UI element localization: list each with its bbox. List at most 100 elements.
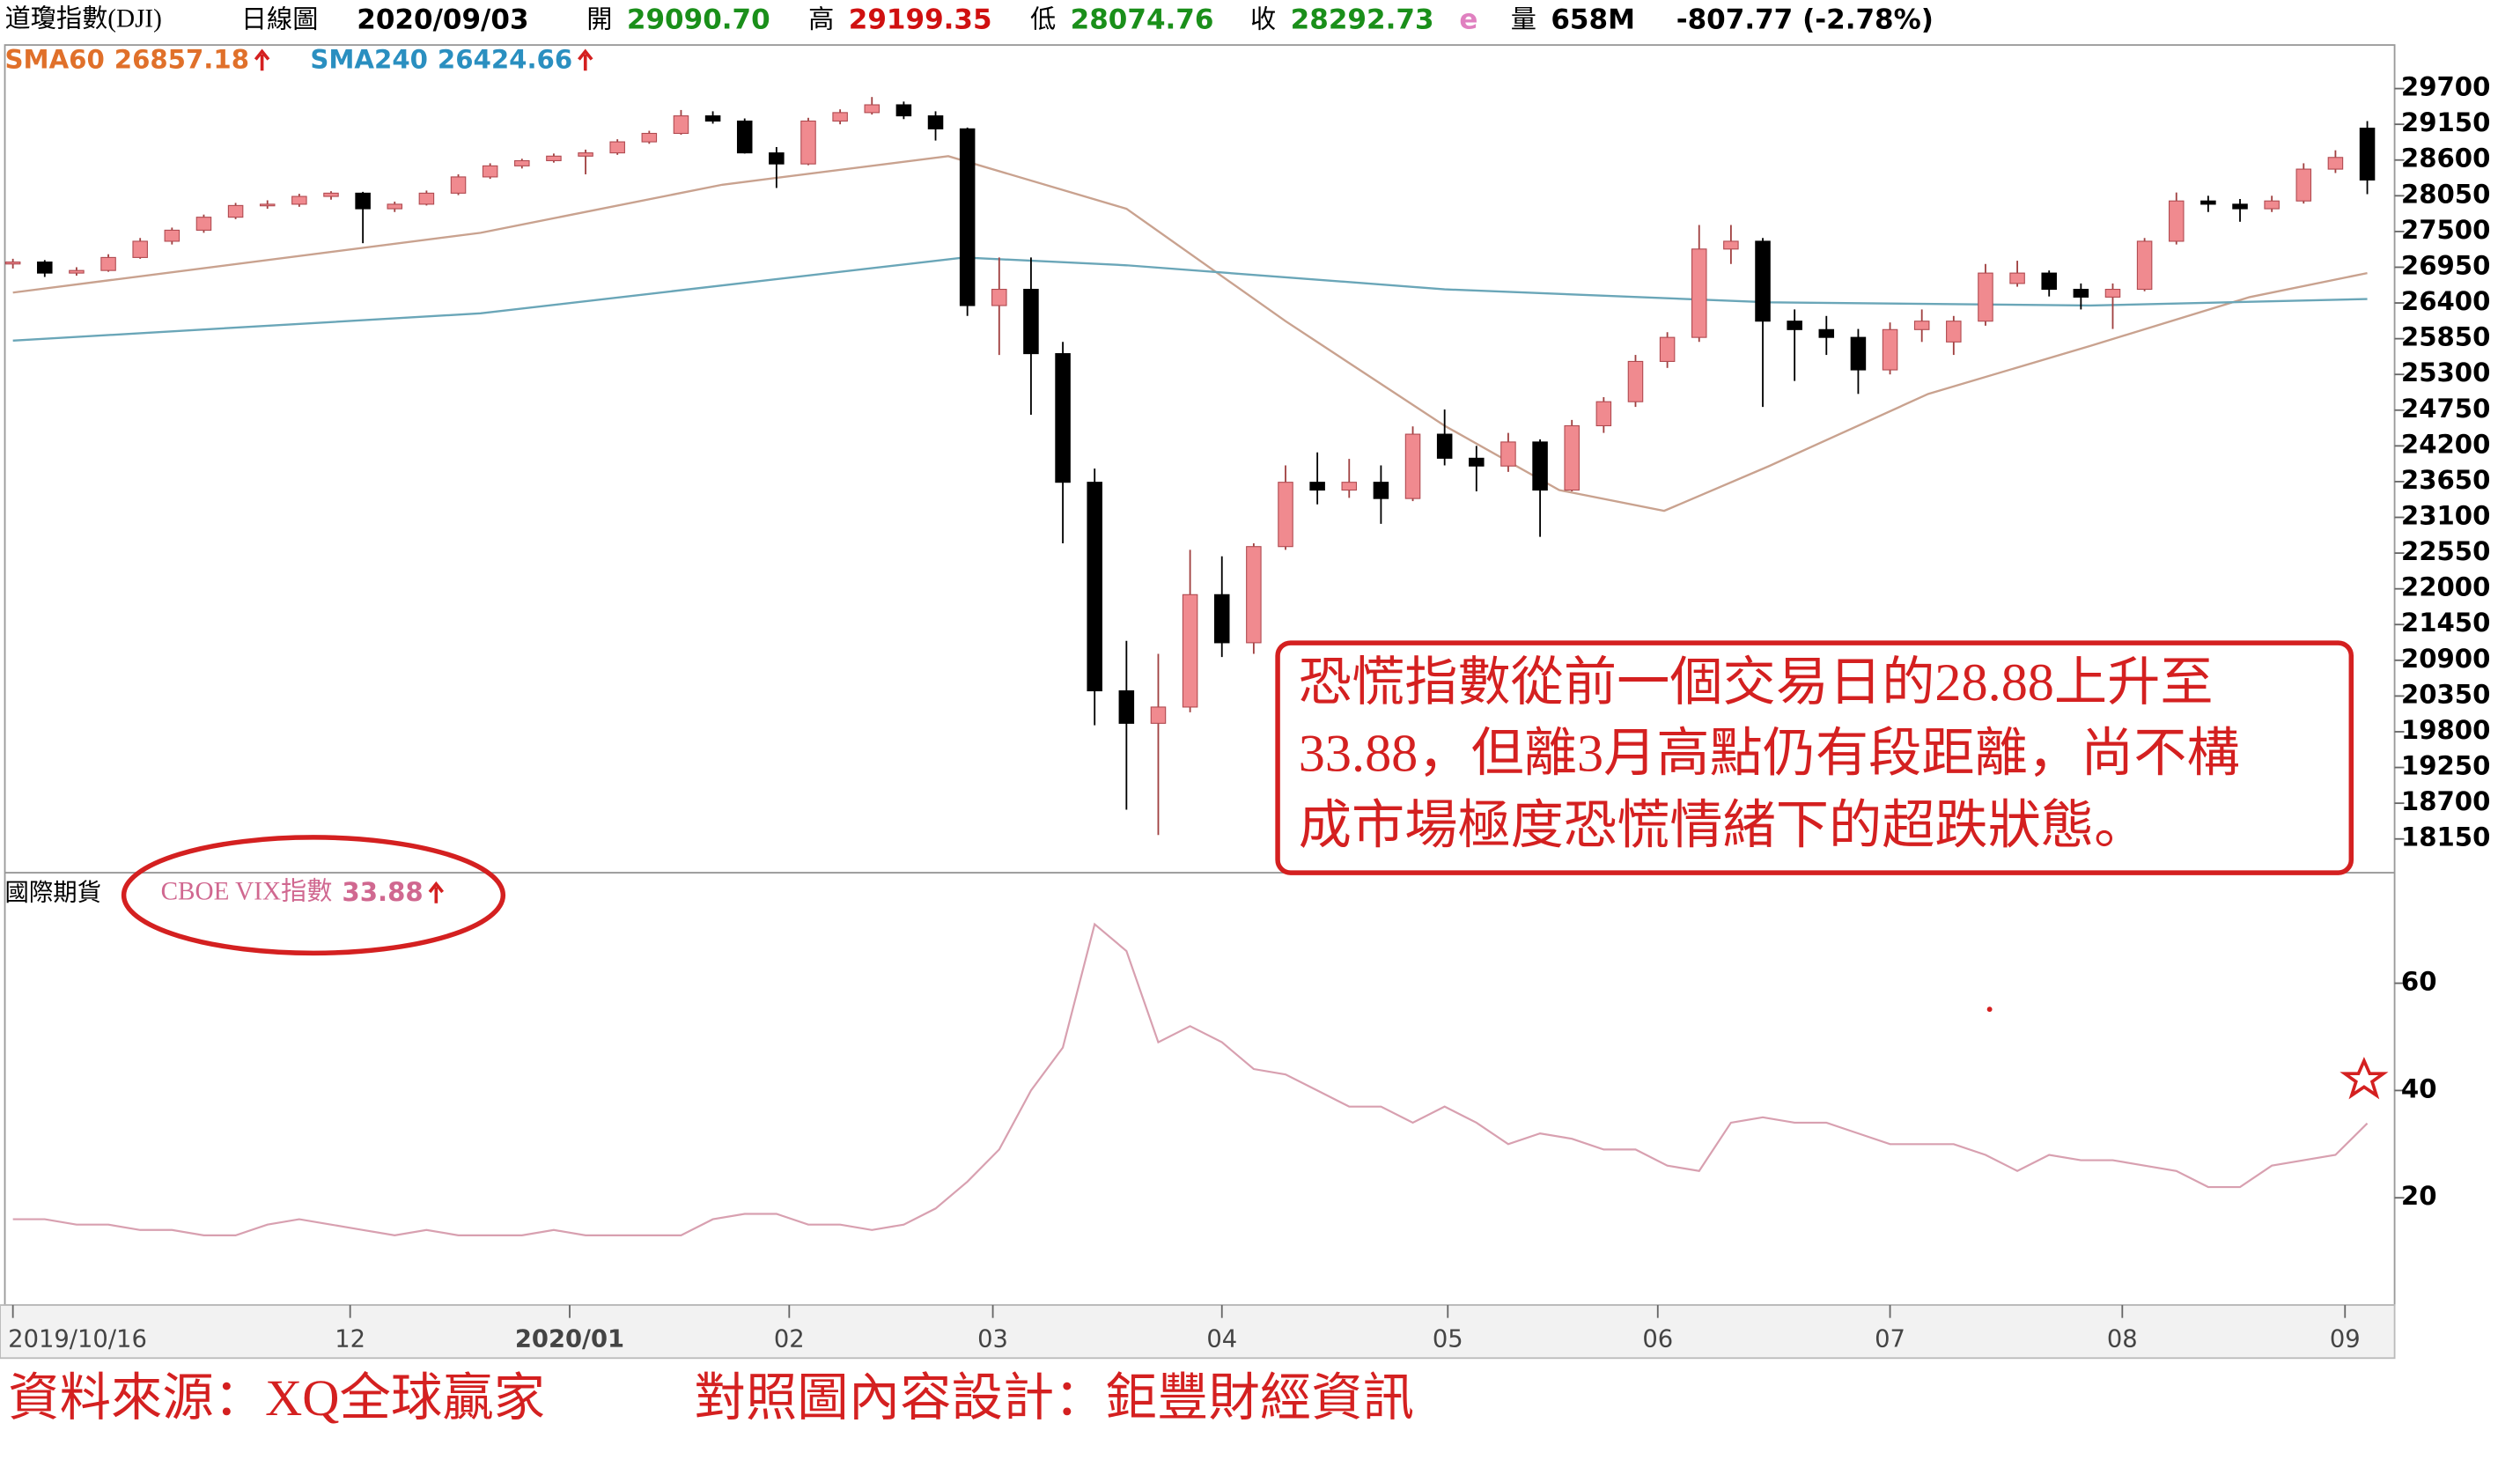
highlight-ellipse — [121, 835, 506, 956]
y-tick-label: 24200 — [2401, 429, 2491, 459]
y-tick-label: 22000 — [2401, 572, 2491, 602]
candle-body — [641, 132, 658, 143]
candle-body — [355, 192, 371, 210]
y-tick-label: 23650 — [2401, 465, 2491, 495]
legend-name: SMA60 — [5, 44, 105, 74]
candle-body — [4, 262, 21, 265]
estimate: e — [1459, 4, 1477, 36]
candle-body — [2009, 272, 2025, 284]
candle-body — [1755, 240, 1771, 322]
candle-body — [800, 120, 816, 165]
y-tick-label: 20900 — [2401, 644, 2491, 674]
header: 道瓊指數(DJI) 日線圖 2020/09/03 開 29090.70 高 29… — [5, 4, 1934, 35]
candle-body — [1341, 482, 1358, 491]
candle-body — [1023, 289, 1039, 355]
symbol: 道瓊指數(DJI) — [5, 4, 162, 33]
date: 2020/09/03 — [357, 4, 528, 36]
candle-body — [673, 115, 689, 135]
candle-body — [959, 128, 976, 306]
candle-body — [864, 104, 881, 114]
candle-body — [259, 203, 276, 207]
footer-design: 對照圖內容設計：鉅豐財經資訊 — [695, 1369, 1414, 1427]
y-tick-label: 21450 — [2401, 608, 2491, 638]
candle-body — [1723, 240, 1739, 250]
candle-body — [482, 165, 498, 178]
low: 28074.76 — [1071, 4, 1214, 36]
candle-body — [1150, 706, 1167, 724]
candle-body — [2136, 240, 2153, 291]
open: 29090.70 — [627, 4, 770, 36]
y-tick-label: 26400 — [2401, 286, 2491, 316]
y-tick-label: 25300 — [2401, 358, 2491, 387]
y-tick-label: 25850 — [2401, 322, 2491, 352]
candle-body — [1213, 594, 1230, 644]
change: -807.77 (-2.78%) — [1676, 4, 1934, 36]
candle-body — [132, 240, 148, 258]
candle-body — [1595, 401, 1612, 427]
candle-body — [450, 176, 467, 194]
y-tick-label: 26950 — [2401, 250, 2491, 280]
candle-body — [927, 115, 944, 129]
x-tick-label: 03 — [977, 1326, 1008, 1353]
candle-body — [1309, 482, 1325, 491]
annotation-box — [1275, 640, 2354, 875]
candle-body — [1659, 336, 1676, 362]
candle-body — [387, 203, 403, 210]
candle-body — [1787, 321, 1802, 330]
x-tick-label: 05 — [1433, 1326, 1463, 1353]
y-tick-label: 20 — [2401, 1181, 2437, 1211]
y-tick-label: 28050 — [2401, 179, 2491, 209]
period: 日線圖 — [241, 4, 319, 34]
candle-body — [2073, 289, 2089, 298]
candle-body — [291, 195, 307, 205]
candle-body — [2232, 203, 2248, 210]
label: 量 — [1511, 4, 1536, 34]
y-tick-label: 24750 — [2401, 394, 2491, 424]
y-tick-label: 60 — [2401, 967, 2437, 997]
candle-body — [2295, 168, 2312, 202]
candle-body — [1087, 482, 1102, 692]
candle-body — [1278, 482, 1293, 548]
y-tick-label: 19250 — [2401, 751, 2491, 781]
y-tick-label: 29150 — [2401, 107, 2491, 137]
vix-line — [12, 922, 2369, 1236]
candle-body — [2104, 289, 2121, 298]
candle-body — [2041, 272, 2057, 291]
sma-line — [12, 256, 2368, 343]
candle-body — [1946, 321, 1962, 343]
x-axis-band — [0, 1304, 2396, 1360]
candle-body — [2200, 200, 2216, 205]
x-tick-label: 02 — [774, 1326, 805, 1353]
candle-body — [1882, 328, 1898, 371]
candle-body — [895, 104, 912, 117]
up-arrow-icon — [254, 48, 270, 71]
y-tick-label: 23100 — [2401, 501, 2491, 531]
candle-body — [1564, 424, 1580, 491]
high: 29199.35 — [849, 4, 992, 36]
dot — [1986, 1007, 1993, 1013]
y-tick-label: 18150 — [2401, 822, 2491, 852]
candle-body — [736, 120, 753, 154]
candle-body — [1436, 433, 1453, 459]
y-tick-label: 20350 — [2401, 679, 2491, 709]
candle-body — [1913, 321, 1930, 330]
volume: 658M — [1551, 4, 1635, 36]
candle-body — [1818, 328, 1835, 338]
candle-body — [1691, 248, 1707, 338]
candle-body — [1055, 353, 1071, 483]
candle-body — [1500, 441, 1516, 467]
x-tick-label: 09 — [2330, 1326, 2361, 1353]
candle-body — [578, 152, 593, 157]
candle-body — [2264, 200, 2280, 210]
y-tick-label: 27500 — [2401, 215, 2491, 245]
legend-name: SMA240 — [310, 44, 428, 74]
candle-body — [100, 256, 116, 271]
y-tick-label: 28600 — [2401, 144, 2491, 173]
candle-body — [1850, 336, 1867, 371]
legend-value: 26424.66 — [438, 44, 572, 74]
candle-body — [1404, 433, 1421, 499]
legend-value: 26857.18 — [114, 44, 249, 74]
label: 開 — [586, 4, 612, 34]
close: 28292.73 — [1291, 4, 1434, 36]
